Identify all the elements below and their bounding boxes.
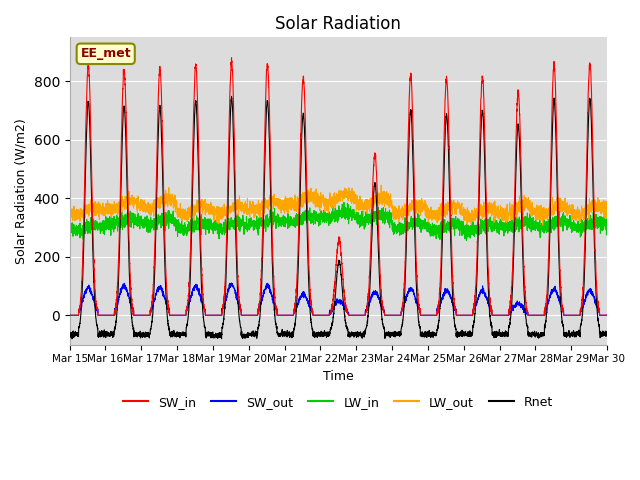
Rnet	[490, 331, 497, 337]
LW_in	[603, 232, 611, 238]
SW_out	[318, 312, 326, 318]
Rnet	[66, 332, 74, 337]
Line: LW_in: LW_in	[70, 203, 607, 240]
LW_out	[603, 207, 611, 213]
Title: Solar Radiation: Solar Radiation	[275, 15, 401, 33]
Text: EE_met: EE_met	[81, 48, 131, 60]
Legend: SW_in, SW_out, LW_in, LW_out, Rnet: SW_in, SW_out, LW_in, LW_out, Rnet	[118, 391, 558, 414]
LW_out	[490, 203, 497, 208]
LW_in	[318, 217, 326, 223]
X-axis label: Time: Time	[323, 370, 354, 383]
Rnet	[459, 333, 467, 339]
SW_in	[228, 55, 236, 60]
SW_in	[163, 275, 170, 281]
LW_out	[539, 222, 547, 228]
LW_out	[318, 196, 326, 202]
LW_out	[66, 209, 74, 215]
LW_in	[459, 229, 467, 235]
SW_in	[318, 312, 326, 318]
LW_out	[603, 203, 611, 208]
Rnet	[218, 336, 225, 342]
SW_in	[429, 312, 436, 318]
Rnet	[603, 332, 611, 337]
LW_in	[163, 219, 170, 225]
SW_out	[490, 312, 497, 318]
LW_out	[429, 209, 436, 215]
SW_out	[429, 312, 436, 318]
LW_out	[378, 182, 385, 188]
Rnet	[228, 94, 236, 99]
LW_in	[490, 218, 497, 224]
LW_in	[340, 200, 348, 205]
Y-axis label: Solar Radiation (W/m2): Solar Radiation (W/m2)	[15, 118, 28, 264]
LW_in	[463, 238, 470, 243]
Rnet	[163, 296, 170, 302]
SW_out	[66, 312, 74, 318]
SW_out	[603, 312, 611, 318]
Rnet	[603, 333, 611, 339]
LW_in	[603, 214, 611, 220]
LW_out	[459, 213, 467, 218]
SW_in	[603, 312, 611, 318]
SW_in	[602, 312, 610, 318]
Line: LW_out: LW_out	[70, 185, 607, 225]
LW_out	[163, 195, 170, 201]
SW_out	[602, 312, 610, 318]
SW_in	[490, 312, 497, 318]
Line: Rnet: Rnet	[70, 96, 607, 339]
Line: SW_in: SW_in	[70, 58, 607, 315]
Rnet	[429, 335, 437, 340]
SW_in	[66, 312, 74, 318]
Line: SW_out: SW_out	[70, 283, 607, 315]
LW_in	[66, 223, 74, 229]
SW_out	[163, 302, 170, 308]
SW_out	[227, 280, 235, 286]
LW_in	[429, 222, 436, 228]
Rnet	[319, 330, 326, 336]
SW_in	[459, 312, 467, 318]
SW_out	[459, 312, 467, 318]
